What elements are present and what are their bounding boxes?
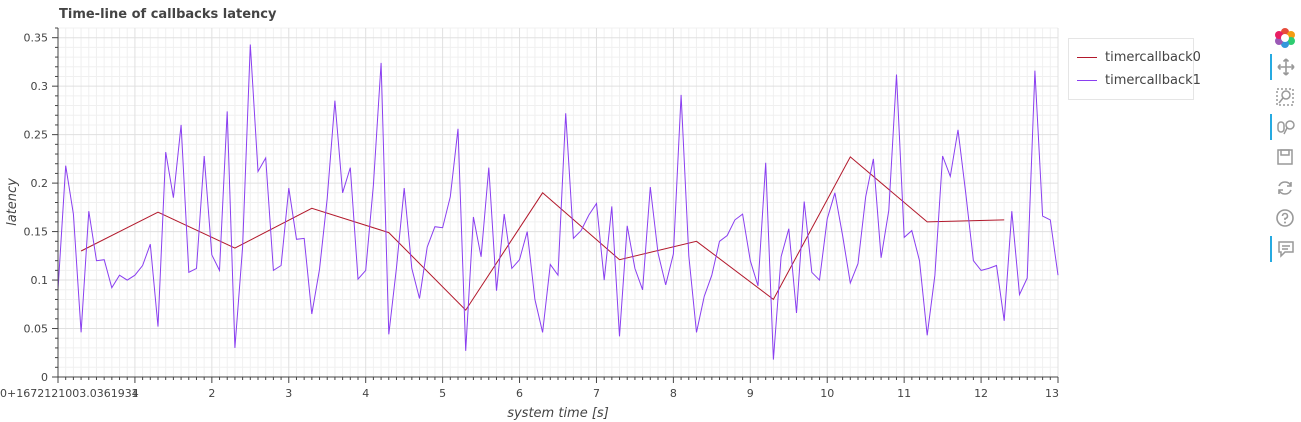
pan-icon[interactable]: [1270, 54, 1300, 80]
x-tick-label: 3: [285, 387, 292, 400]
bokeh-logo-icon[interactable]: [1270, 25, 1300, 51]
wheel-zoom-icon[interactable]: [1270, 114, 1300, 140]
reset-icon[interactable]: [1270, 175, 1300, 201]
chart-title: Time-line of callbacks latency: [59, 7, 277, 22]
series-layer: [57, 44, 1059, 360]
y-axis-label: latency: [5, 178, 20, 226]
x-tick-label: 7: [593, 387, 600, 400]
x-tick-label: 1: [131, 387, 138, 400]
legend: timercallback0 timercallback1: [1068, 38, 1201, 100]
y-tick-label: 0.1: [31, 274, 49, 287]
x-tick-label: 12: [974, 387, 988, 400]
x-tick-label: 4: [362, 387, 369, 400]
legend-label-timercallback1: timercallback1: [1105, 72, 1201, 88]
legend-item-timercallback0[interactable]: timercallback0: [1077, 49, 1201, 65]
legend-swatch-timercallback0: [1077, 56, 1097, 58]
y-tick-label: 0.2: [31, 177, 49, 190]
series-line-timercallback1: [57, 44, 1059, 360]
x-axis-label: system time [s]: [507, 406, 609, 421]
x-tick-label: 11: [897, 387, 911, 400]
series-line-timercallback0: [80, 156, 1005, 311]
help-icon[interactable]: [1270, 205, 1300, 231]
y-tick-label: 0.05: [24, 323, 49, 336]
save-icon[interactable]: [1270, 144, 1300, 170]
box-zoom-icon[interactable]: [1270, 84, 1300, 110]
x-tick-label: 10: [820, 387, 834, 400]
x-tick-label: 5: [439, 387, 446, 400]
y-tick-label: 0: [41, 371, 48, 384]
x-tick-label-origin: 0+1672121003.0361934: [0, 387, 139, 400]
y-tick-label: 0.3: [31, 80, 49, 93]
x-tick-label: 8: [670, 387, 677, 400]
legend-item-timercallback1[interactable]: timercallback1: [1077, 72, 1201, 88]
x-tick-label: 13: [1045, 387, 1059, 400]
legend-swatch-timercallback1: [1077, 79, 1097, 81]
y-tick-label: 0.35: [24, 32, 49, 45]
x-tick-label: 6: [516, 387, 523, 400]
x-tick-label: 2: [208, 387, 215, 400]
legend-label-timercallback0: timercallback0: [1105, 49, 1201, 65]
y-tick-label: 0.15: [24, 226, 49, 239]
hover-icon[interactable]: [1270, 236, 1300, 262]
y-tick-label: 0.25: [24, 129, 49, 142]
x-tick-label: 9: [747, 387, 754, 400]
